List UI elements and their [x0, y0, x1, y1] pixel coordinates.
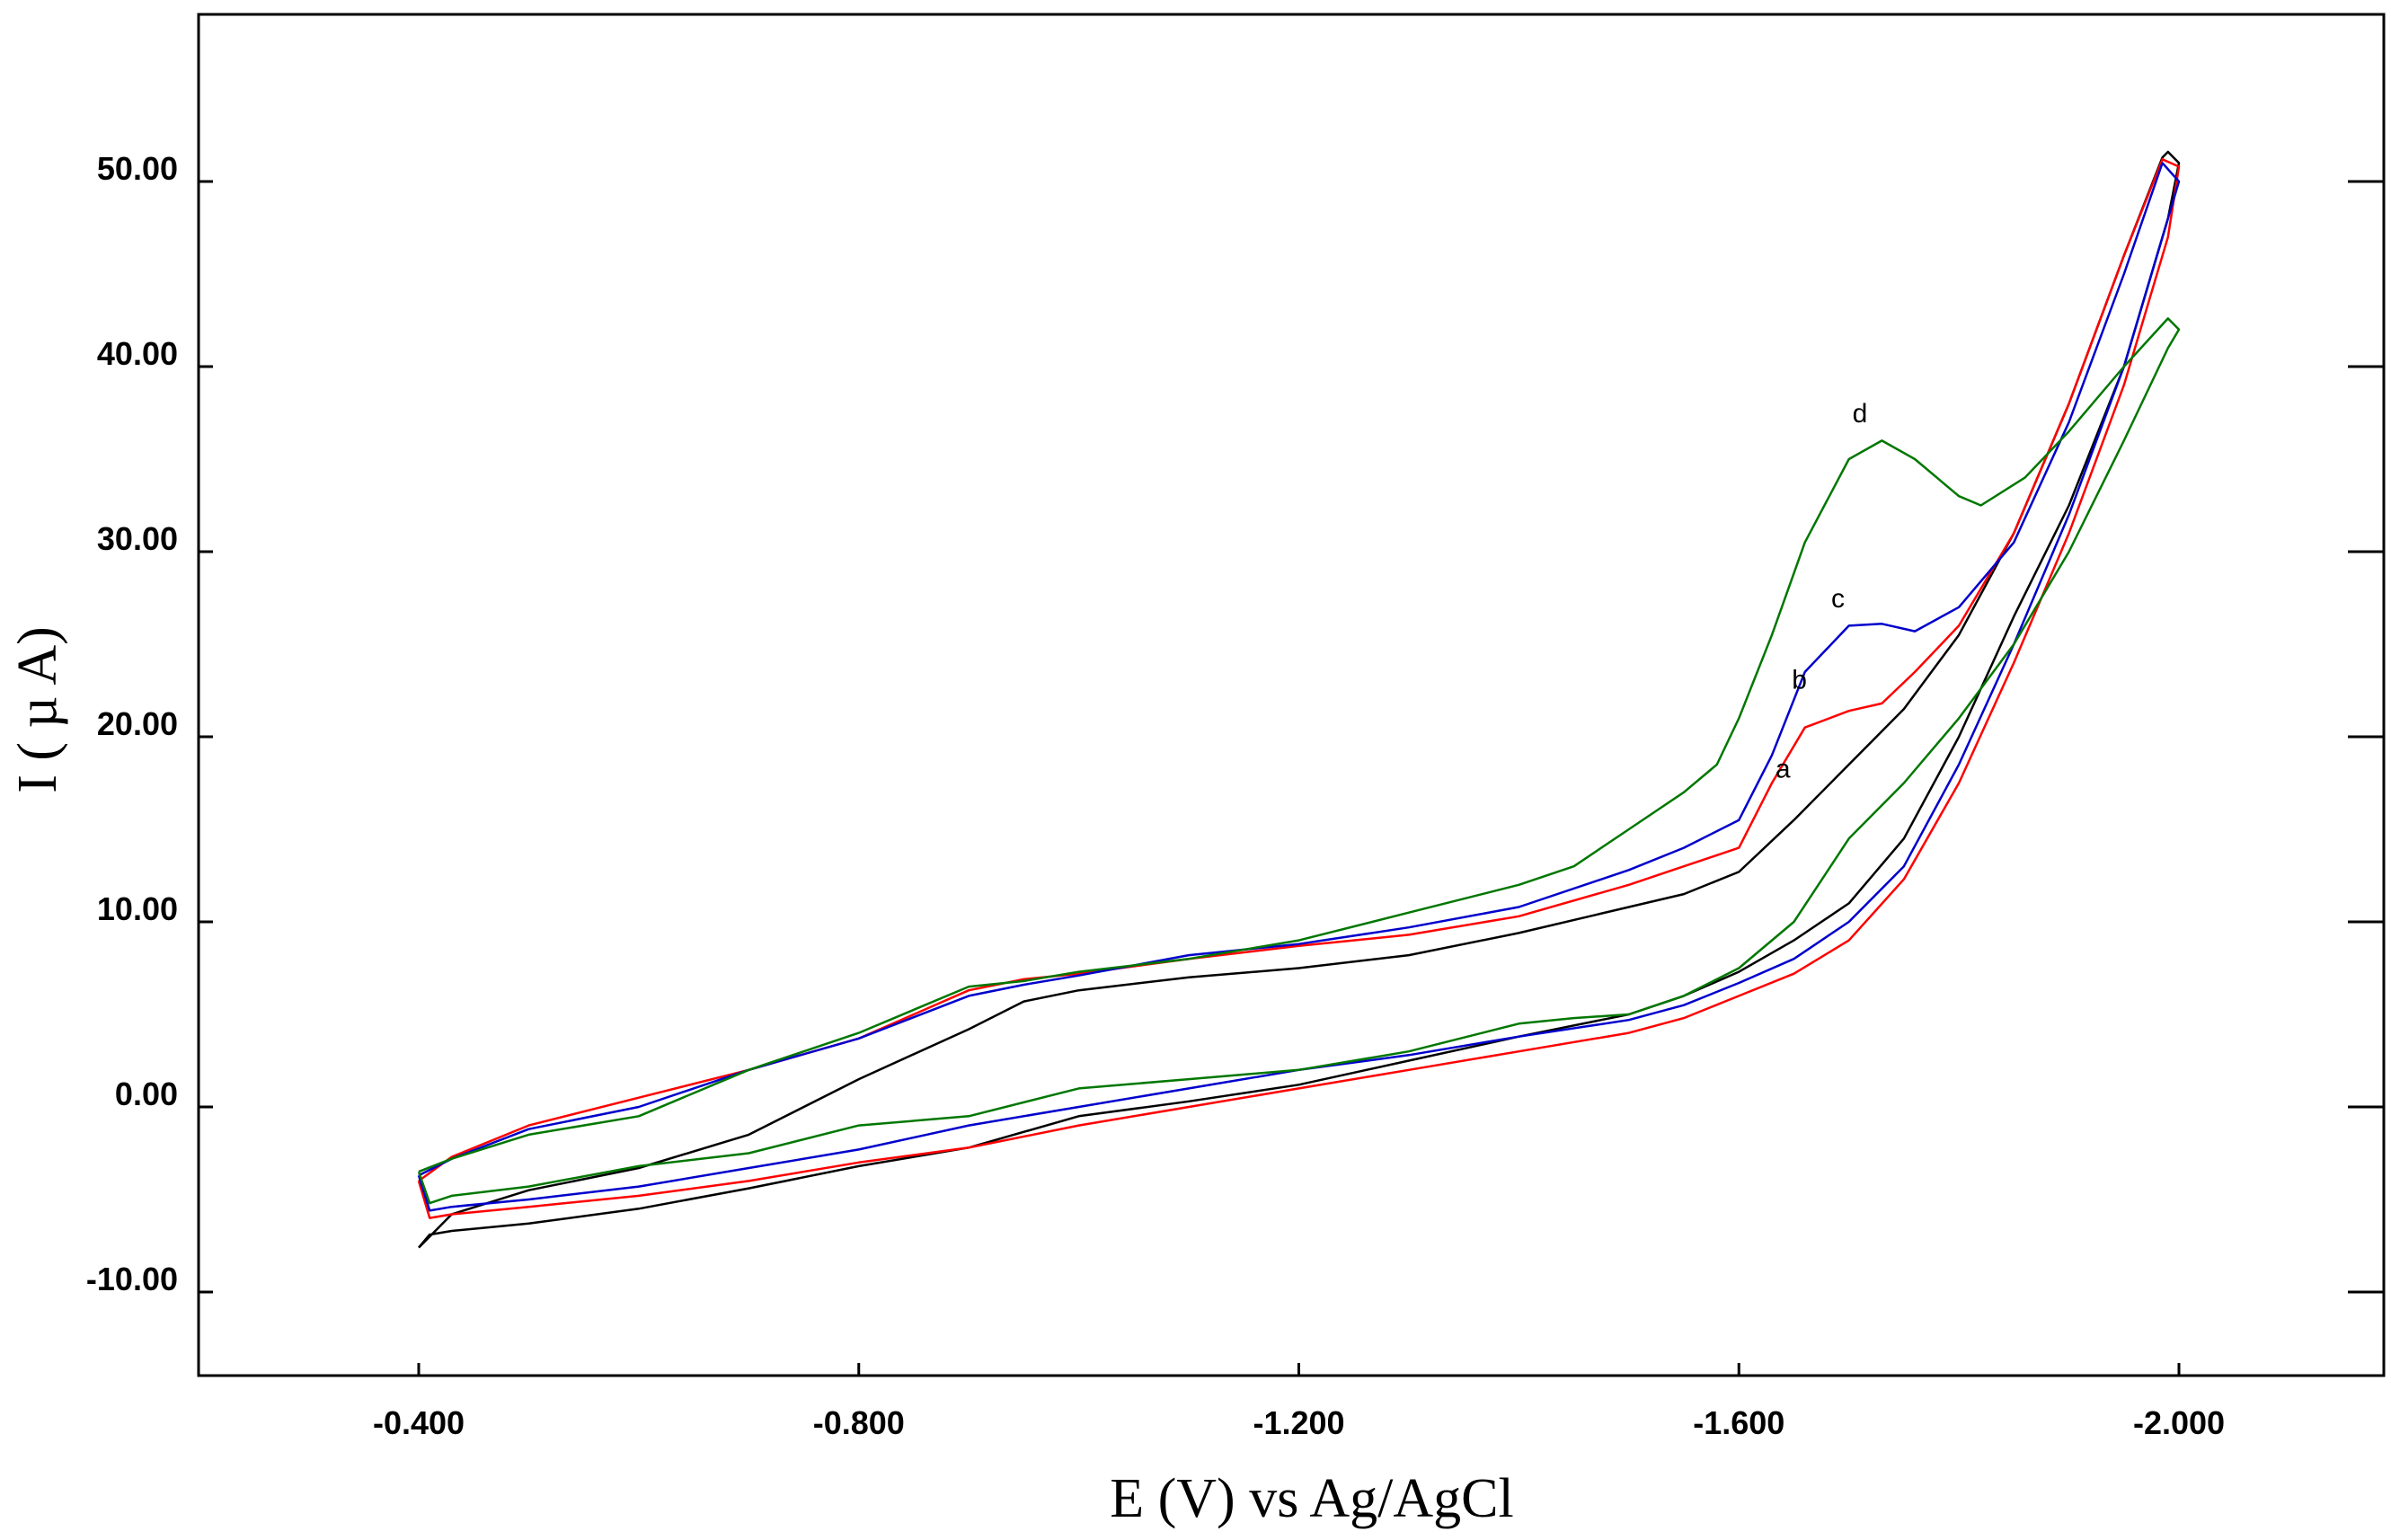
series-c-label: c — [1831, 584, 1845, 614]
plot-frame — [197, 13, 2386, 1377]
y-tick-label: 10.00 — [97, 890, 178, 927]
curve-label-layer: a b c d — [1776, 399, 1867, 784]
y-tick-label: 30.00 — [97, 520, 178, 557]
series-a-label: a — [1776, 754, 1791, 783]
series-d-line — [417, 317, 2181, 1205]
y-axis-title: I ( µ A) — [7, 626, 68, 793]
x-tick-label: -0.400 — [373, 1404, 465, 1441]
series-d-label: d — [1853, 399, 1868, 429]
x-tick-label: -1.200 — [1253, 1404, 1344, 1441]
series-c-line — [417, 162, 2181, 1212]
series-layer — [417, 150, 2181, 1249]
x-axis: -0.400 -0.800 -1.200 -1.600 -2.000 — [373, 1363, 2225, 1441]
y-axis: -10.00 0.00 10.00 20.00 30.00 40.00 50.00 — [86, 150, 2384, 1297]
y-tick-label: 0.00 — [115, 1075, 178, 1112]
y-tick-label: -10.00 — [86, 1261, 178, 1297]
y-tick-label: 50.00 — [97, 150, 178, 187]
x-tick-label: -1.600 — [1693, 1404, 1784, 1441]
x-tick-label: -2.000 — [2133, 1404, 2225, 1441]
y-tick-label: 40.00 — [97, 335, 178, 372]
x-axis-title: E (V) vs Ag/AgCl — [1110, 1468, 1514, 1529]
y-tick-label: 20.00 — [97, 705, 178, 742]
x-tick-label: -0.800 — [813, 1404, 905, 1441]
series-b-label: b — [1792, 665, 1807, 695]
series-a-line — [418, 150, 2181, 1249]
